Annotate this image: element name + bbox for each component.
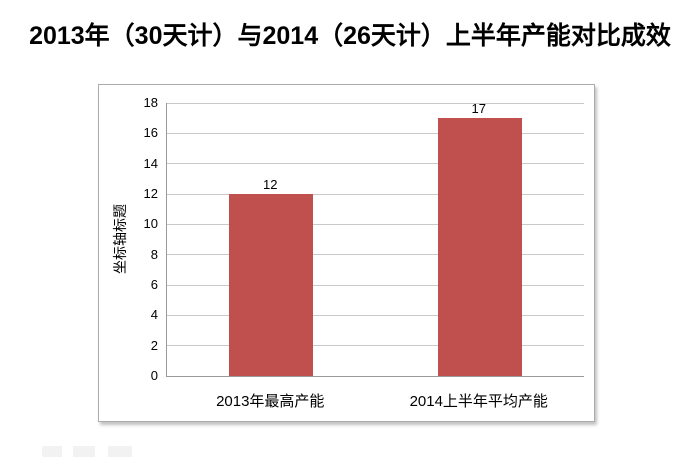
y-tick-label: 10 — [143, 216, 158, 232]
gridline — [167, 163, 584, 165]
gridline — [167, 284, 584, 286]
watermark — [42, 446, 152, 457]
bar — [229, 194, 314, 376]
gridline — [167, 314, 584, 316]
category-label: 2014上半年平均产能 — [409, 393, 548, 410]
y-tick-label: 16 — [143, 125, 158, 141]
y-tick-label: 6 — [150, 277, 158, 292]
y-tick-label: 18 — [143, 95, 158, 110]
gridline — [167, 345, 584, 347]
gridline — [167, 193, 584, 195]
gridline — [167, 254, 584, 256]
y-tick-label: 0 — [150, 368, 158, 383]
bar — [437, 118, 522, 376]
y-tick-label: 4 — [150, 307, 158, 323]
bar-value-label: 17 — [471, 101, 486, 117]
y-tick-label: 14 — [143, 155, 158, 171]
y-tick-label: 2 — [150, 337, 158, 353]
chart-frame: 坐标轴标题 0 2 4 6 8 10 12 14 16 18 12 2013年最高产能 17 2014上半… — [98, 84, 595, 422]
gridline — [167, 132, 584, 134]
y-tick-label: 8 — [150, 246, 158, 262]
category-label: 2013年最高产能 — [216, 393, 325, 410]
gridline — [167, 102, 584, 104]
page-title: 2013年（30天计）与2014（26天计）上半年产能对比成效 — [29, 22, 671, 50]
y-axis-title: 坐标轴标题 — [112, 204, 128, 274]
plot-area — [166, 102, 584, 377]
bar-value-label: 12 — [263, 177, 278, 192]
gridline — [167, 223, 584, 225]
y-tick-label: 12 — [143, 186, 158, 201]
